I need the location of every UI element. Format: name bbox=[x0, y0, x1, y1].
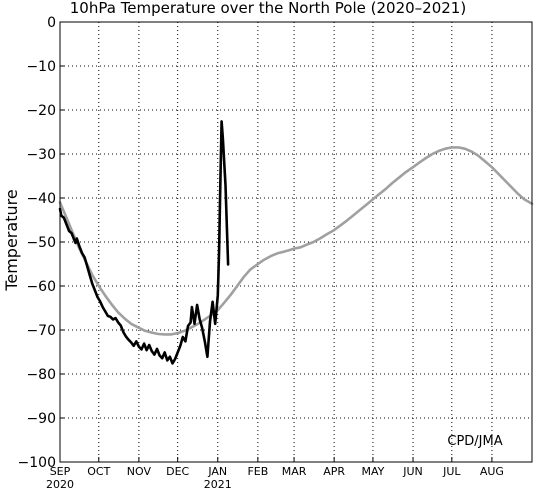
x-tick-label: APR bbox=[323, 465, 345, 478]
y-tick-label: −40 bbox=[26, 191, 56, 207]
y-tick-label: −20 bbox=[26, 103, 56, 119]
y-axis: 0 −10 −20 −30 −40 −50 −60 −70 −80 −90 −100 bbox=[18, 15, 65, 471]
x-tick-label: FEB bbox=[247, 465, 268, 478]
y-tick-label: −60 bbox=[26, 279, 56, 295]
chart-title: 10hPa Temperature over the North Pole (2… bbox=[70, 0, 466, 17]
observed-2020-2021-line bbox=[58, 120, 230, 365]
y-tick-label: 0 bbox=[47, 15, 56, 31]
series-layer bbox=[58, 120, 534, 365]
x-tick-label: JAN bbox=[207, 465, 227, 478]
y-tick-label: −70 bbox=[26, 323, 56, 339]
y-tick-label: −10 bbox=[26, 59, 56, 75]
x-tick-label: NOV bbox=[127, 465, 152, 478]
x-tick-label: AUG bbox=[480, 465, 504, 478]
x-tick-label: JUN bbox=[402, 465, 423, 478]
y-tick-label: −90 bbox=[26, 411, 56, 427]
grid bbox=[60, 22, 532, 462]
y-axis-label: Temperature bbox=[2, 189, 21, 291]
x-tick-label: JUL bbox=[442, 465, 461, 478]
x-tick-year-label: 2020 bbox=[46, 478, 74, 491]
y-tick-label: −50 bbox=[26, 235, 56, 251]
x-tick-label: DEC bbox=[166, 465, 189, 478]
x-tick-label: SEP bbox=[50, 465, 71, 478]
y-tick-label: −30 bbox=[26, 147, 56, 163]
x-tick-year-label: 2021 bbox=[204, 478, 232, 491]
x-tick-label: OCT bbox=[87, 465, 110, 478]
y-tick-label: −100 bbox=[18, 455, 56, 471]
x-tick-label: MAY bbox=[361, 465, 384, 478]
y-tick-label: −80 bbox=[26, 367, 56, 383]
x-tick-label: MAR bbox=[282, 465, 307, 478]
credit-annotation: CPD/JMA bbox=[447, 434, 502, 449]
climatology-line bbox=[58, 146, 534, 336]
